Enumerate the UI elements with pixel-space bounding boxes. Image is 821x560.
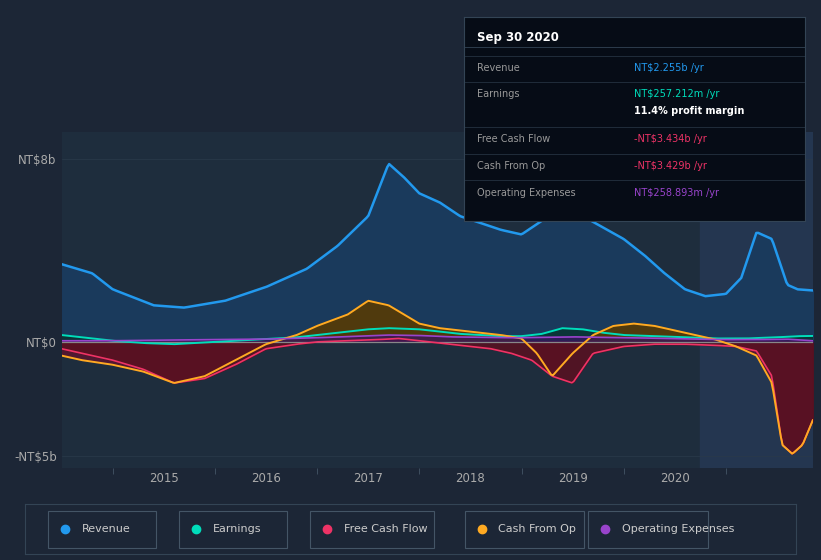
Text: Sep 30 2020: Sep 30 2020 (478, 31, 559, 44)
Text: Cash From Op: Cash From Op (478, 161, 546, 171)
Text: Free Cash Flow: Free Cash Flow (478, 134, 551, 144)
Text: Earnings: Earnings (213, 524, 261, 534)
Text: Revenue: Revenue (82, 524, 131, 534)
Text: Free Cash Flow: Free Cash Flow (344, 524, 428, 534)
Text: NT$258.893m /yr: NT$258.893m /yr (635, 188, 719, 198)
Text: 11.4% profit margin: 11.4% profit margin (635, 106, 745, 116)
Text: NT$257.212m /yr: NT$257.212m /yr (635, 90, 719, 100)
Text: NT$2.255b /yr: NT$2.255b /yr (635, 63, 704, 73)
Bar (700, 132, 813, 468)
Text: -NT$3.429b /yr: -NT$3.429b /yr (635, 161, 707, 171)
Text: Revenue: Revenue (478, 63, 521, 73)
Text: Earnings: Earnings (478, 90, 520, 100)
Text: Operating Expenses: Operating Expenses (478, 188, 576, 198)
Text: Cash From Op: Cash From Op (498, 524, 576, 534)
Text: -NT$3.434b /yr: -NT$3.434b /yr (635, 134, 707, 144)
Text: Operating Expenses: Operating Expenses (622, 524, 734, 534)
